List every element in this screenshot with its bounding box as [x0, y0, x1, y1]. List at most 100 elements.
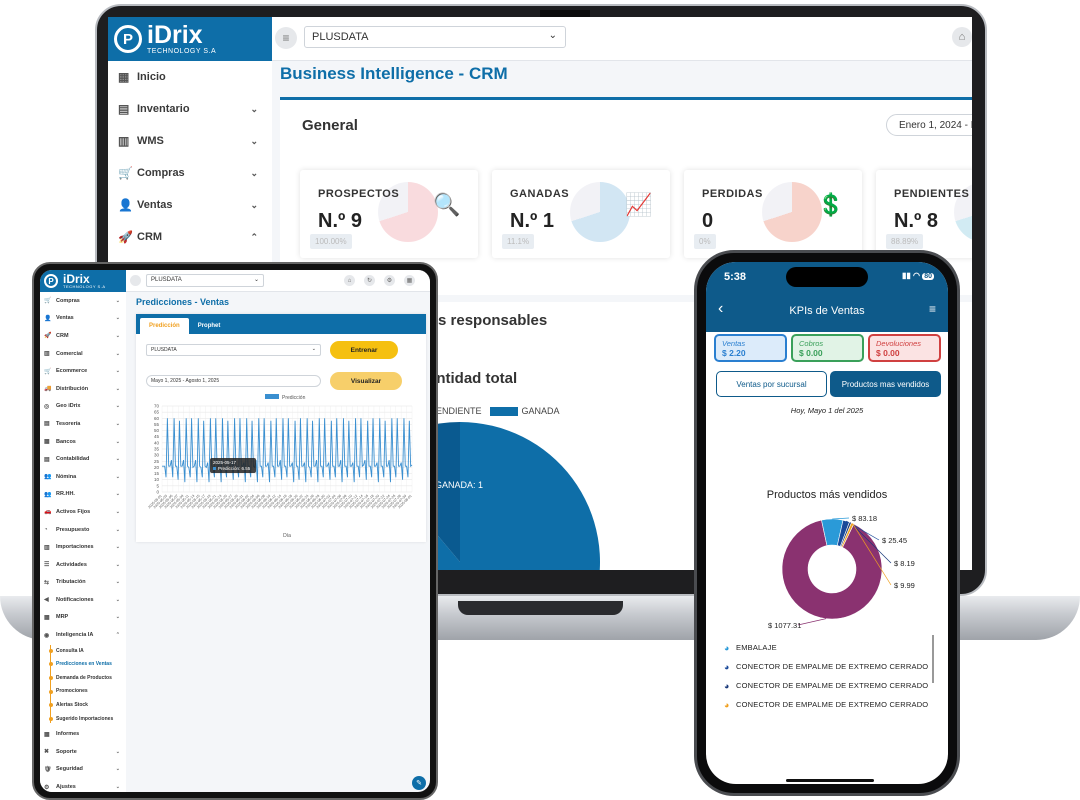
sidebar-item-crm[interactable]: 🚀 CRM ⌃ [108, 221, 272, 253]
filter-icon[interactable]: ≡ [928, 302, 936, 316]
legend-swatch [489, 406, 518, 416]
sidebar-item-1[interactable]: 👤 Ventas ⌄ [40, 310, 126, 328]
date-range-input[interactable]: Mayo 1, 2025 - Agosto 1, 2025 [146, 375, 321, 387]
chevron-icon: ⌄ [115, 561, 120, 568]
sidebar-item-0[interactable]: 🛒 Compras ⌄ [40, 292, 126, 310]
sidebar-bottom-item-3[interactable]: ⚙ Ajustes ⌄ [40, 778, 126, 792]
x-axis-label: Día [283, 533, 291, 539]
kpi-card-ganadas[interactable]: GANADAS N.º 1 11.1% 📈 [492, 170, 670, 258]
submenu-item[interactable]: Sugerido Importaciones [40, 712, 126, 726]
kpi-label: GANADAS [510, 188, 570, 200]
settings-icon[interactable]: ⚙ [384, 275, 395, 286]
submenu-item[interactable]: Demanda de Productos [40, 671, 126, 685]
phone-mockup: 5:38 ▮▮ ◠ 80 ‹ KPIs de Ventas ≡ Ventas $ … [694, 250, 960, 796]
sidebar-item-label: Ventas [137, 199, 173, 211]
submenu-item[interactable]: Alertas Stock [40, 698, 126, 712]
prediction-panel: Predicción Prophet PLUSDATA ⌄ Entrenar M… [136, 314, 426, 542]
sidebar-item-13[interactable]: ◔ Presupuesto ⌄ [40, 521, 126, 539]
tab-prediccion[interactable]: Predicción [140, 318, 189, 334]
pie-legend-icon: ◕ [724, 642, 730, 653]
tablet-company-select[interactable]: PLUSDATA ⌄ [146, 274, 264, 287]
donut-value-label: $ 8.19 [894, 559, 915, 568]
sidebar-item-label: Tributación [56, 579, 86, 586]
tab-prophet[interactable]: Prophet [197, 323, 221, 329]
legend-item[interactable]: ◕ EMBALAJE [724, 638, 934, 657]
sidebar-icon: ▦ [44, 614, 50, 621]
sidebar-item-7[interactable]: ▤ Tesorería ⌄ [40, 415, 126, 433]
sidebar-item-8[interactable]: ▦ Bancos ⌄ [40, 433, 126, 451]
sidebar-item-3[interactable]: ▥ Comercial ⌄ [40, 345, 126, 363]
donut-slice-4 [840, 522, 855, 548]
legend-item[interactable]: ◕ CONECTOR DE EMPALME DE EXTREMO CERRADO [724, 676, 934, 695]
apps-icon[interactable]: ▦ [404, 275, 415, 286]
submenu-item[interactable]: Predicciones en Ventas [40, 657, 126, 671]
view-button[interactable]: Visualizar [330, 372, 402, 390]
kpi-card-prospectos[interactable]: PROSPECTOS N.º 9 100.00% 🔍 [300, 170, 478, 258]
home-indicator[interactable] [786, 779, 874, 782]
sidebar-item-12[interactable]: 🚗 Activos Fijos ⌄ [40, 503, 126, 521]
sidebar-item-9[interactable]: ▤ Contabilidad ⌄ [40, 450, 126, 468]
productos-mas-vendidos-button[interactable]: Productos mas vendidos [830, 371, 941, 397]
sidebar-bottom-item-2[interactable]: 🛡 Seguridad ⌄ [40, 761, 126, 779]
donut-leader-line [850, 522, 892, 564]
hamburger-menu-icon[interactable] [130, 275, 141, 286]
kpi-value: N.º 1 [510, 210, 554, 232]
home-icon[interactable]: ⌂ [344, 275, 355, 286]
kpi-devoluciones[interactable]: Devoluciones $ 0.00 [868, 334, 941, 362]
sync-icon[interactable]: ↻ [364, 275, 375, 286]
sidebar-item-6[interactable]: ◎ Geo iDrix ⌄ [40, 398, 126, 416]
company-select[interactable]: PLUSDATA ⌄ [304, 26, 566, 48]
sidebar-bottom-item-0[interactable]: ▦ Informes [40, 725, 126, 743]
sidebar-item-inventario[interactable]: ▤ Inventario ⌄ [108, 93, 272, 125]
tooltip-date: 2025-05-17 [213, 460, 237, 465]
kpi-card-perdidas[interactable]: PERDIDAS 0 0% 💲 [684, 170, 862, 258]
y-tick-label: 50 [154, 428, 160, 433]
chevron-icon: ⌄ [115, 350, 120, 357]
sidebar-item-11[interactable]: 👥 RR.HH. ⌄ [40, 486, 126, 504]
chevron-down-icon: ⌄ [311, 346, 316, 352]
kpi-value: N.º 9 [318, 210, 362, 232]
chevron-icon: ⌄ [115, 748, 120, 755]
sidebar-item-10[interactable]: 👥 Nómina ⌄ [40, 468, 126, 486]
submenu-item[interactable]: Promociones [40, 685, 126, 699]
kpi-label: PENDIENTES [894, 188, 970, 200]
model-select[interactable]: PLUSDATA ⌄ [146, 344, 321, 356]
sidebar-item-wms[interactable]: ▥ WMS ⌄ [108, 125, 272, 157]
sidebar-item-2[interactable]: 🚀 CRM ⌄ [40, 327, 126, 345]
sidebar-item-4[interactable]: 🛒 Ecommerce ⌄ [40, 362, 126, 380]
sidebar-item-17[interactable]: ◀ Notificaciones ⌄ [40, 591, 126, 609]
sidebar-item-15[interactable]: ☰ Actividades ⌄ [40, 556, 126, 574]
back-arrow-icon[interactable]: ‹ [718, 300, 724, 317]
kpi-ventas[interactable]: Ventas $ 2.20 [714, 334, 787, 362]
legend-item[interactable]: ◕ CONECTOR DE EMPALME DE EXTREMO CERRADO [724, 695, 934, 714]
edit-fab-icon[interactable]: ✎ [412, 776, 426, 790]
legend-item[interactable]: ◕ CONECTOR DE EMPALME DE EXTREMO CERRADO [724, 657, 934, 676]
company-select-value: PLUSDATA [312, 31, 369, 43]
legend-item-label: CONECTOR DE EMPALME DE EXTREMO CERRADO [736, 700, 929, 709]
sidebar-item-18[interactable]: ▦ MRP ⌄ [40, 609, 126, 627]
sidebar-item-16[interactable]: ⇆ Tributación ⌄ [40, 574, 126, 592]
date-range-picker[interactable]: Enero 1, 2024 - D [886, 114, 972, 136]
list-scrollbar[interactable] [932, 635, 934, 683]
tablet-idrix-logo[interactable]: P iDrix TECHNOLOGY S.A [44, 273, 106, 289]
sidebar-item-5[interactable]: 🚚 Distribución ⌄ [40, 380, 126, 398]
kpi-cobros[interactable]: Cobros $ 0.00 [791, 334, 864, 362]
donut-value-label: $ 1077.31 [768, 621, 801, 630]
sidebar-item-ventas[interactable]: 👤 Ventas ⌄ [108, 189, 272, 221]
sidebar-item-inicio[interactable]: ▦ Inicio [108, 61, 272, 93]
sidebar-item-19[interactable]: ◉ Inteligencia IA ⌃ [40, 626, 126, 644]
sidebar-item-compras[interactable]: 🛒 Compras ⌄ [108, 157, 272, 189]
sidebar-item-label: Inicio [137, 71, 166, 83]
chevron-icon: ⌄ [115, 438, 120, 445]
hamburger-menu-icon[interactable]: ≡ [275, 27, 297, 49]
productos-donut-chart: $ 1077.31 $ 83.18 $ 25.45 $ 8.19 $ 9.99 [768, 514, 915, 630]
signal-icon: ▮▮ [901, 271, 913, 280]
train-button[interactable]: Entrenar [330, 341, 398, 359]
ventas-por-sucursal-button[interactable]: Ventas por sucursal [716, 371, 827, 397]
sidebar-bottom-item-1[interactable]: ✖ Soporte ⌄ [40, 743, 126, 761]
submenu-item[interactable]: Consulta IA [40, 644, 126, 658]
home-icon[interactable]: ⌂ [952, 27, 972, 47]
idrix-logo[interactable]: P iDrix TECHNOLOGY S.A [114, 23, 216, 55]
sidebar-item-14[interactable]: ▥ Importaciones ⌄ [40, 538, 126, 556]
